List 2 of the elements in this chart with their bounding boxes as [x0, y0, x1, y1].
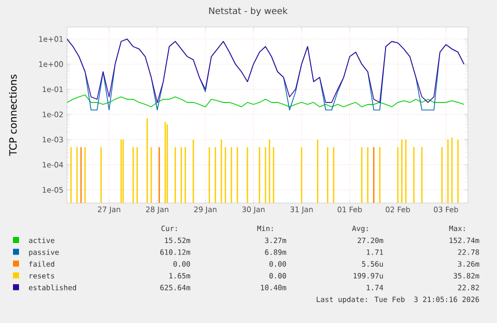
chart-title: Netstat - by week: [209, 7, 288, 16]
y-axis-title: TCP connections: [9, 74, 17, 156]
